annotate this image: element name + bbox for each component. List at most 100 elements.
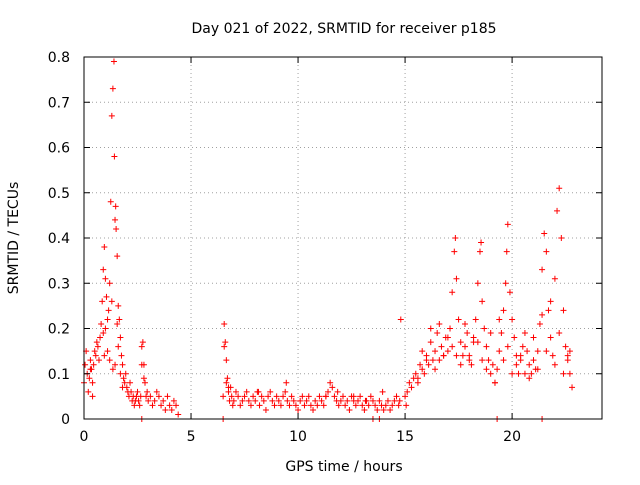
data-point (432, 348, 439, 355)
data-point (222, 339, 229, 346)
data-point (97, 334, 104, 341)
data-point (318, 397, 325, 404)
data-point (489, 361, 496, 368)
data-point (340, 393, 346, 400)
data-point (273, 393, 280, 400)
data-point (115, 302, 122, 309)
data-point (284, 397, 291, 404)
data-point (325, 388, 332, 395)
x-tick-label: 5 (187, 429, 196, 445)
data-point (393, 393, 400, 400)
data-point (521, 370, 528, 377)
data-point (521, 330, 528, 337)
data-point (288, 393, 295, 400)
data-point (391, 397, 398, 404)
data-point (560, 370, 567, 377)
data-point (310, 406, 317, 413)
data-point (526, 361, 533, 368)
data-point (357, 393, 364, 400)
data-point (374, 406, 381, 413)
data-point (90, 361, 97, 368)
data-point (395, 402, 402, 409)
data-point (265, 393, 272, 400)
data-point (453, 275, 460, 282)
data-point (131, 402, 138, 409)
data-point (162, 406, 169, 413)
data-point (517, 352, 524, 359)
data-point (115, 343, 122, 350)
data-point (271, 402, 278, 409)
data-point (500, 307, 507, 314)
data-point (530, 334, 537, 341)
data-point (335, 402, 342, 409)
y-tick-label: 0.5 (48, 186, 70, 202)
data-point (100, 330, 107, 337)
data-point (528, 370, 535, 377)
data-point (145, 397, 152, 404)
data-point (459, 352, 466, 359)
data-point (107, 198, 114, 205)
data-point (562, 343, 569, 350)
data-point (554, 207, 561, 214)
data-point (457, 339, 464, 346)
axis-ticks (83, 56, 602, 420)
grid (84, 57, 602, 419)
data-point (258, 393, 265, 400)
data-point (427, 339, 434, 346)
data-point (558, 235, 565, 241)
data-point (262, 406, 269, 413)
data-point (144, 388, 151, 395)
data-point (290, 397, 297, 404)
data-point (468, 361, 475, 368)
data-point (223, 357, 230, 364)
data-point (436, 357, 443, 364)
data-point (397, 316, 404, 323)
data-point (121, 379, 128, 386)
data-point (417, 361, 424, 368)
data-point (556, 185, 563, 192)
data-point (496, 348, 503, 355)
data-point (170, 397, 177, 404)
data-point (228, 393, 235, 400)
data-point (303, 397, 310, 404)
data-point (447, 325, 454, 332)
data-point (569, 384, 576, 391)
data-point (534, 348, 541, 355)
data-point (286, 402, 293, 409)
data-point (103, 293, 110, 300)
data-point (329, 384, 336, 391)
data-point (526, 375, 533, 382)
data-point (543, 248, 550, 255)
data-point (485, 357, 492, 364)
data-point (483, 343, 490, 350)
data-point (235, 393, 242, 400)
data-point (241, 393, 248, 400)
data-point (114, 253, 121, 260)
data-point (175, 411, 182, 418)
x-tick-label: 15 (396, 429, 414, 445)
data-point (104, 348, 111, 355)
data-point (89, 393, 96, 400)
data-point (221, 320, 228, 327)
data-point (337, 397, 344, 404)
data-point (487, 330, 494, 337)
data-point (151, 397, 158, 404)
data-point (551, 275, 558, 282)
data-point (419, 366, 426, 373)
data-point (483, 366, 490, 373)
data-point (275, 397, 282, 404)
data-point (136, 402, 143, 409)
data-point (545, 307, 552, 314)
data-point (412, 370, 419, 377)
data-point (166, 402, 173, 409)
data-point (94, 343, 101, 350)
data-point (362, 397, 369, 404)
data-point (384, 397, 391, 404)
x-tick-label: 10 (289, 429, 307, 445)
data-point (85, 388, 92, 395)
data-point (168, 406, 175, 413)
data-point (119, 384, 126, 391)
data-point (173, 402, 180, 409)
data-point (380, 406, 387, 413)
